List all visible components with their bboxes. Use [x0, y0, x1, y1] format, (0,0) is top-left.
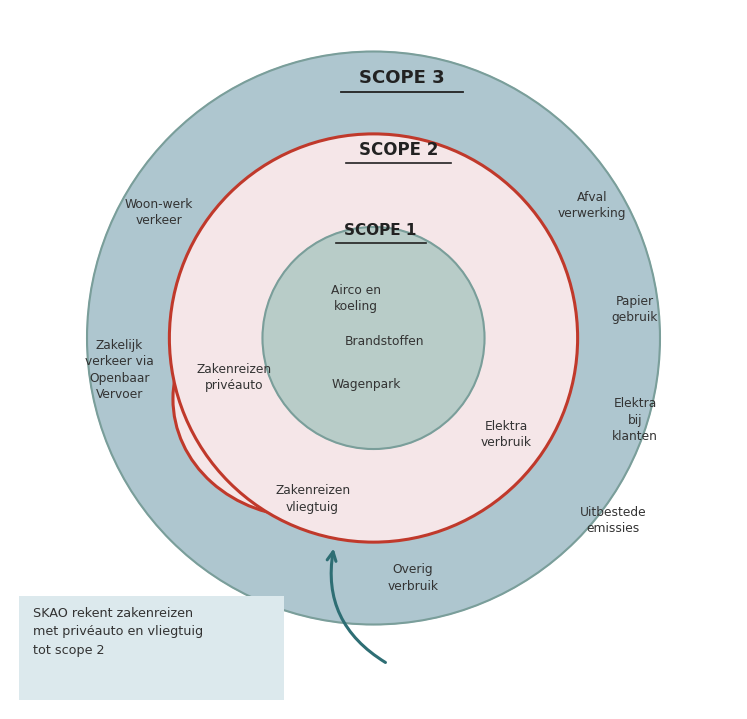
Text: Afval
verwerking: Afval verwerking: [558, 191, 626, 220]
Text: Overig
verbruik: Overig verbruik: [388, 563, 438, 592]
Circle shape: [87, 52, 660, 625]
Text: Airco en
koeling: Airco en koeling: [331, 284, 380, 313]
Text: Brandstoffen: Brandstoffen: [344, 335, 424, 348]
Text: Elektra
bij
klanten: Elektra bij klanten: [612, 398, 658, 444]
Text: Zakelijk
verkeer via
Openbaar
Vervoer: Zakelijk verkeer via Openbaar Vervoer: [85, 339, 154, 401]
Ellipse shape: [173, 280, 438, 517]
Text: Zakenreizen
vliegtuig: Zakenreizen vliegtuig: [275, 485, 350, 514]
FancyBboxPatch shape: [19, 596, 284, 700]
Text: Uitbestede
emissies: Uitbestede emissies: [580, 506, 647, 536]
Text: SCOPE 3: SCOPE 3: [359, 70, 445, 88]
Text: SCOPE 2: SCOPE 2: [359, 141, 438, 159]
Text: Woon-werk
verkeer: Woon-werk verkeer: [125, 198, 193, 227]
Text: Papier
gebruik: Papier gebruik: [612, 295, 658, 324]
Circle shape: [170, 134, 577, 542]
Text: Wagenpark: Wagenpark: [332, 378, 401, 391]
Text: SKAO rekent zakenreizen
met privéauto en vliegtuig
tot scope 2: SKAO rekent zakenreizen met privéauto en…: [34, 607, 203, 656]
Circle shape: [262, 227, 485, 449]
Text: Zakenreizen
privéauto: Zakenreizen privéauto: [196, 362, 271, 392]
Text: SCOPE 1: SCOPE 1: [344, 224, 417, 239]
Text: Elektra
verbruik: Elektra verbruik: [480, 420, 532, 449]
